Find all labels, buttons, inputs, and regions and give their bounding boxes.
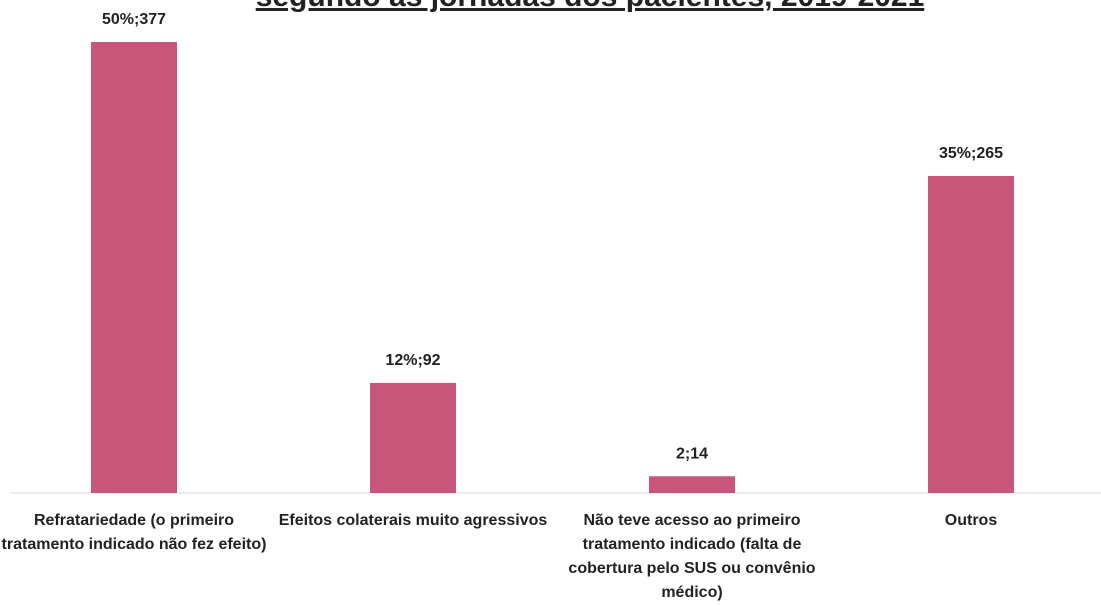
bar: [370, 382, 456, 493]
data-label: 2;14: [676, 445, 708, 462]
x-tick-label: Outros: [944, 512, 998, 529]
x-tick-label: Refratariedade (o primeiro tratamento in…: [1, 512, 267, 553]
data-label: 12%;92: [385, 352, 440, 369]
chart-title: segundo as jornadas dos pacientes, 2019-…: [256, 0, 925, 13]
data-label: 50%;377: [102, 11, 166, 28]
x-tick-label: Efeitos colaterais muito agressivos: [278, 512, 548, 529]
x-tick-label: Não teve acesso ao primeiro tratamento i…: [568, 512, 816, 601]
bar: [91, 42, 177, 493]
bar: [928, 175, 1014, 494]
data-label: 35%;265: [939, 145, 1003, 162]
bar: [649, 476, 735, 493]
